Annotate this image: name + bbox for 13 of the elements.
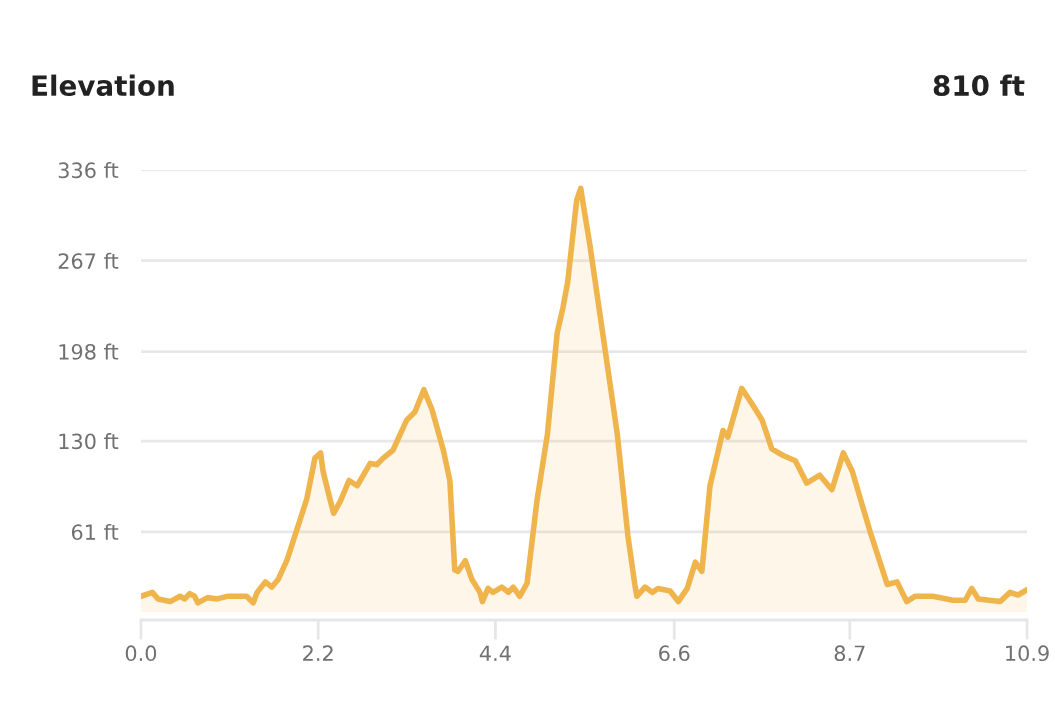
chart-title: Elevation	[32, 74, 174, 97]
y-tick-label: 61 ft	[71, 523, 119, 541]
y-tick-label: 336 ft	[58, 162, 119, 179]
y-tick-label: 198 ft	[59, 343, 119, 360]
x-tick-label: 10.9	[1006, 645, 1049, 662]
y-tick-label: 267 ft	[58, 252, 119, 269]
x-tick-label: 4.4	[479, 645, 511, 661]
y-tick-label: 130 ft	[59, 433, 119, 450]
x-tick-label: 8.7	[834, 645, 865, 662]
text: 810 ft	[933, 74, 1025, 97]
x-tick-label: 6.6	[659, 645, 690, 662]
x-tick-label: 2.2	[303, 645, 333, 661]
x-tick-label: 0.0	[125, 645, 157, 662]
